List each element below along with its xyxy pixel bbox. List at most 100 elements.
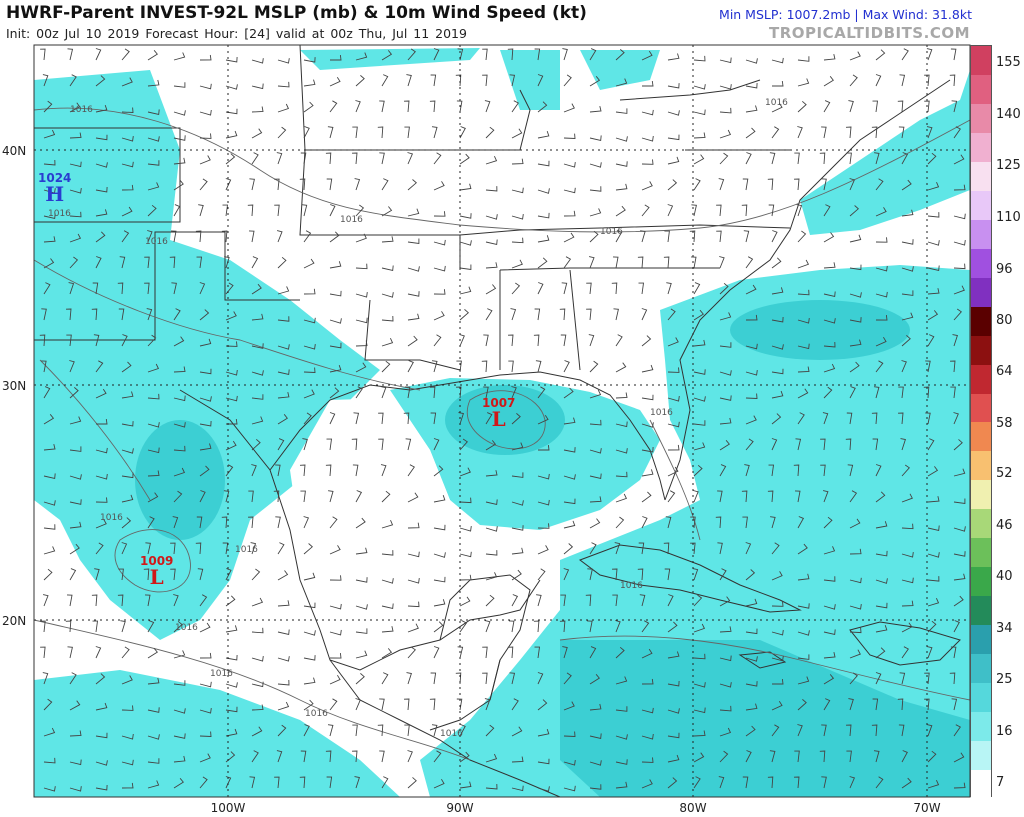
wind-barb xyxy=(508,620,515,633)
wind-barb xyxy=(355,628,368,634)
wind-barb xyxy=(848,698,854,711)
wind-barb xyxy=(537,758,550,765)
wind-barb xyxy=(927,310,939,321)
wind-barb xyxy=(277,414,288,425)
wind-barb xyxy=(433,646,440,659)
wind-barb xyxy=(121,705,134,711)
wind-barb xyxy=(719,682,732,688)
wind-barb xyxy=(69,132,82,139)
wind-barb xyxy=(587,620,593,633)
wind-barb xyxy=(301,204,308,217)
wind-barb xyxy=(823,204,831,217)
wind-barb xyxy=(251,681,264,688)
wind-barb xyxy=(121,184,134,191)
wind-barb xyxy=(927,334,935,347)
wind-barb xyxy=(589,448,602,454)
wind-barb xyxy=(485,440,497,451)
wind-barb xyxy=(274,204,280,217)
wind-barb xyxy=(121,107,134,113)
wind-barb xyxy=(352,126,358,139)
wind-barb xyxy=(771,571,783,581)
wind-barb xyxy=(355,362,367,373)
wind-barb xyxy=(745,725,756,737)
wind-barb xyxy=(95,519,107,529)
wind-barb xyxy=(719,417,732,425)
wind-barb xyxy=(874,152,880,165)
wind-barb xyxy=(329,516,338,529)
wind-barb xyxy=(511,500,524,506)
wind-barb xyxy=(693,464,703,477)
wind-barb xyxy=(667,204,674,217)
wind-barb xyxy=(95,209,108,217)
lon-label-90w: 90W xyxy=(446,801,474,815)
wind-barb xyxy=(249,178,255,191)
wind-barb xyxy=(693,776,701,789)
wind-barb xyxy=(537,257,548,269)
wind-barb xyxy=(303,79,316,87)
wind-barb xyxy=(615,448,628,454)
wind-barb xyxy=(927,780,940,789)
wind-barb xyxy=(641,364,654,373)
wind-barb xyxy=(119,256,126,269)
wind-barb xyxy=(875,336,887,347)
wind-barb xyxy=(329,575,342,581)
wind-barb xyxy=(794,490,801,503)
wind-barb xyxy=(768,464,775,477)
wind-barb xyxy=(667,621,678,633)
wind-barb xyxy=(772,80,784,87)
wind-barb xyxy=(901,179,912,191)
wind-barb xyxy=(121,161,134,168)
wind-barb xyxy=(43,524,56,530)
wind-barb xyxy=(745,750,752,763)
wind-barb xyxy=(147,734,160,740)
wind-barb xyxy=(199,133,212,139)
wind-barb xyxy=(849,776,856,789)
wind-barb xyxy=(247,516,254,529)
wind-barb xyxy=(277,570,289,581)
wind-barb xyxy=(745,256,754,269)
wind-barb xyxy=(823,53,836,61)
wind-barb xyxy=(251,343,264,349)
wind-barb xyxy=(303,699,314,711)
wind-barb xyxy=(510,308,517,321)
wind-barb xyxy=(251,370,264,376)
wind-barb xyxy=(849,672,858,685)
wind-barb xyxy=(560,334,567,347)
wind-barb xyxy=(69,161,82,168)
wind-barb xyxy=(667,110,680,116)
wind-barb xyxy=(121,675,133,685)
wind-barb xyxy=(199,681,212,688)
wind-barb xyxy=(745,343,758,350)
wind-barb xyxy=(640,230,646,243)
wind-barb xyxy=(326,776,333,789)
wind-barb xyxy=(459,467,471,477)
wind-barb xyxy=(586,308,592,321)
wind-barb xyxy=(849,51,861,61)
colorbar-segment xyxy=(971,769,991,799)
isobar-label: 1016 xyxy=(100,513,123,523)
colorbar-segment xyxy=(971,653,991,683)
wind-barb xyxy=(303,724,310,737)
lat-label-40n: 40N xyxy=(2,144,27,158)
wind-barb xyxy=(534,646,541,659)
wind-barb xyxy=(692,568,699,581)
wind-barb xyxy=(849,548,862,555)
wind-barb xyxy=(745,58,758,64)
wind-barb xyxy=(744,464,750,477)
wind-barb xyxy=(819,750,826,763)
wind-barb xyxy=(485,550,498,556)
colorbar-segment xyxy=(971,450,991,481)
wind-barb xyxy=(924,74,930,87)
colorbar-segment xyxy=(971,624,991,654)
wind-barb xyxy=(823,604,836,610)
wind-barb xyxy=(93,334,100,347)
wind-barb xyxy=(901,335,911,347)
wind-barb xyxy=(251,83,264,90)
wind-barb xyxy=(511,158,524,165)
wind-barb xyxy=(225,84,238,90)
wind-barb xyxy=(742,178,749,191)
wind-barb xyxy=(667,134,680,141)
wind-barb xyxy=(459,724,466,737)
wind-barb xyxy=(147,758,160,764)
wind-barb xyxy=(745,105,758,113)
